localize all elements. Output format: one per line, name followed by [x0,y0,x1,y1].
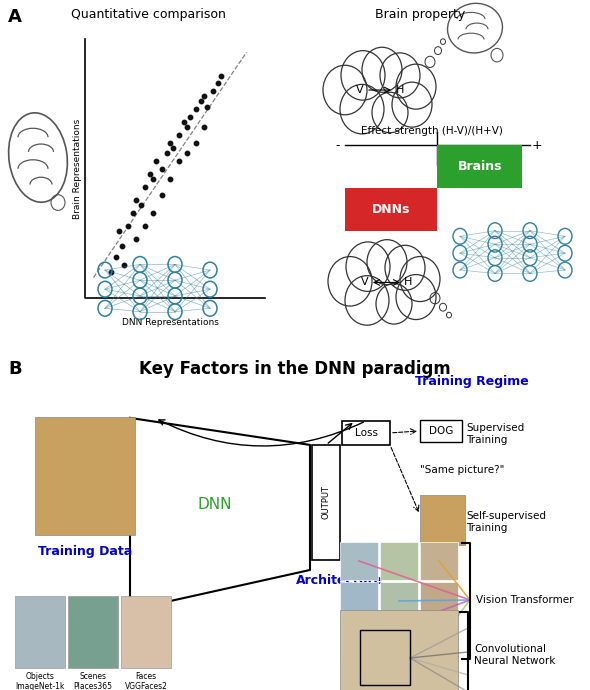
Text: Loss: Loss [355,428,378,438]
Text: "Same picture?": "Same picture?" [420,465,504,475]
Text: Brain Representations: Brain Representations [73,119,81,219]
Text: -: - [336,139,340,152]
Text: Vision Transformer: Vision Transformer [476,595,573,605]
Text: DOG: DOG [429,426,453,436]
Circle shape [328,257,372,306]
Bar [380,582,418,620]
Bar [342,421,390,445]
Text: DNNs: DNNs [372,203,410,216]
Bar [380,542,418,580]
Ellipse shape [9,113,67,202]
Bar [15,596,65,668]
Text: Training Data: Training Data [38,545,132,558]
Circle shape [376,284,412,324]
Bar [68,596,118,668]
Circle shape [372,92,408,132]
Text: Self-supervised
Training: Self-supervised Training [466,511,546,533]
Text: V: V [356,85,364,95]
Circle shape [345,276,389,325]
Bar [420,582,458,620]
Circle shape [396,64,436,109]
Circle shape [346,242,390,291]
Bar [437,145,522,188]
Bar [340,622,378,660]
Text: Key Factors in the DNN paradigm: Key Factors in the DNN paradigm [139,360,451,378]
Bar [380,622,418,660]
Bar [340,542,378,580]
Text: Brains: Brains [458,160,502,173]
Text: Supervised
Training: Supervised Training [466,423,525,445]
Text: Quantitative comparison: Quantitative comparison [71,8,225,21]
Circle shape [380,53,420,98]
Text: H: H [404,277,412,288]
Bar [312,445,340,560]
Circle shape [340,84,384,134]
Text: Training Regime: Training Regime [415,375,529,388]
Text: B: B [8,360,22,378]
Text: OUTPUT: OUTPUT [322,485,330,519]
Bar [420,542,458,580]
Polygon shape [130,418,310,610]
Text: DNN: DNN [198,497,232,513]
Bar [35,417,135,535]
Bar [420,420,462,442]
Text: Convolutional
Neural Network: Convolutional Neural Network [474,644,555,666]
Bar [340,582,378,620]
Text: V: V [361,277,369,288]
Ellipse shape [448,3,503,53]
Circle shape [362,47,402,92]
Circle shape [323,66,367,115]
Bar [360,630,410,685]
Text: A: A [8,8,22,26]
Text: H: H [396,85,404,95]
Text: Effect strength (H-V)/(H+V): Effect strength (H-V)/(H+V) [361,126,503,136]
Circle shape [341,50,385,100]
Text: +: + [532,139,542,152]
Bar [420,495,465,545]
Text: DNN Representations: DNN Representations [122,319,218,328]
Text: Brain property: Brain property [375,8,465,21]
Circle shape [392,82,432,127]
Bar [121,596,171,668]
Bar [420,622,458,660]
Circle shape [400,257,440,302]
Circle shape [367,239,407,285]
Circle shape [396,275,436,319]
Text: Faces
VGGFaces2
CASIA: Faces VGGFaces2 CASIA [124,672,168,690]
Text: Objects
ImageNet-1k: Objects ImageNet-1k [15,672,65,690]
Circle shape [385,246,425,290]
Bar [345,188,437,230]
Bar [340,610,458,690]
Text: Scenes
Places365: Scenes Places365 [74,672,113,690]
Text: Architecture: Architecture [296,574,384,587]
